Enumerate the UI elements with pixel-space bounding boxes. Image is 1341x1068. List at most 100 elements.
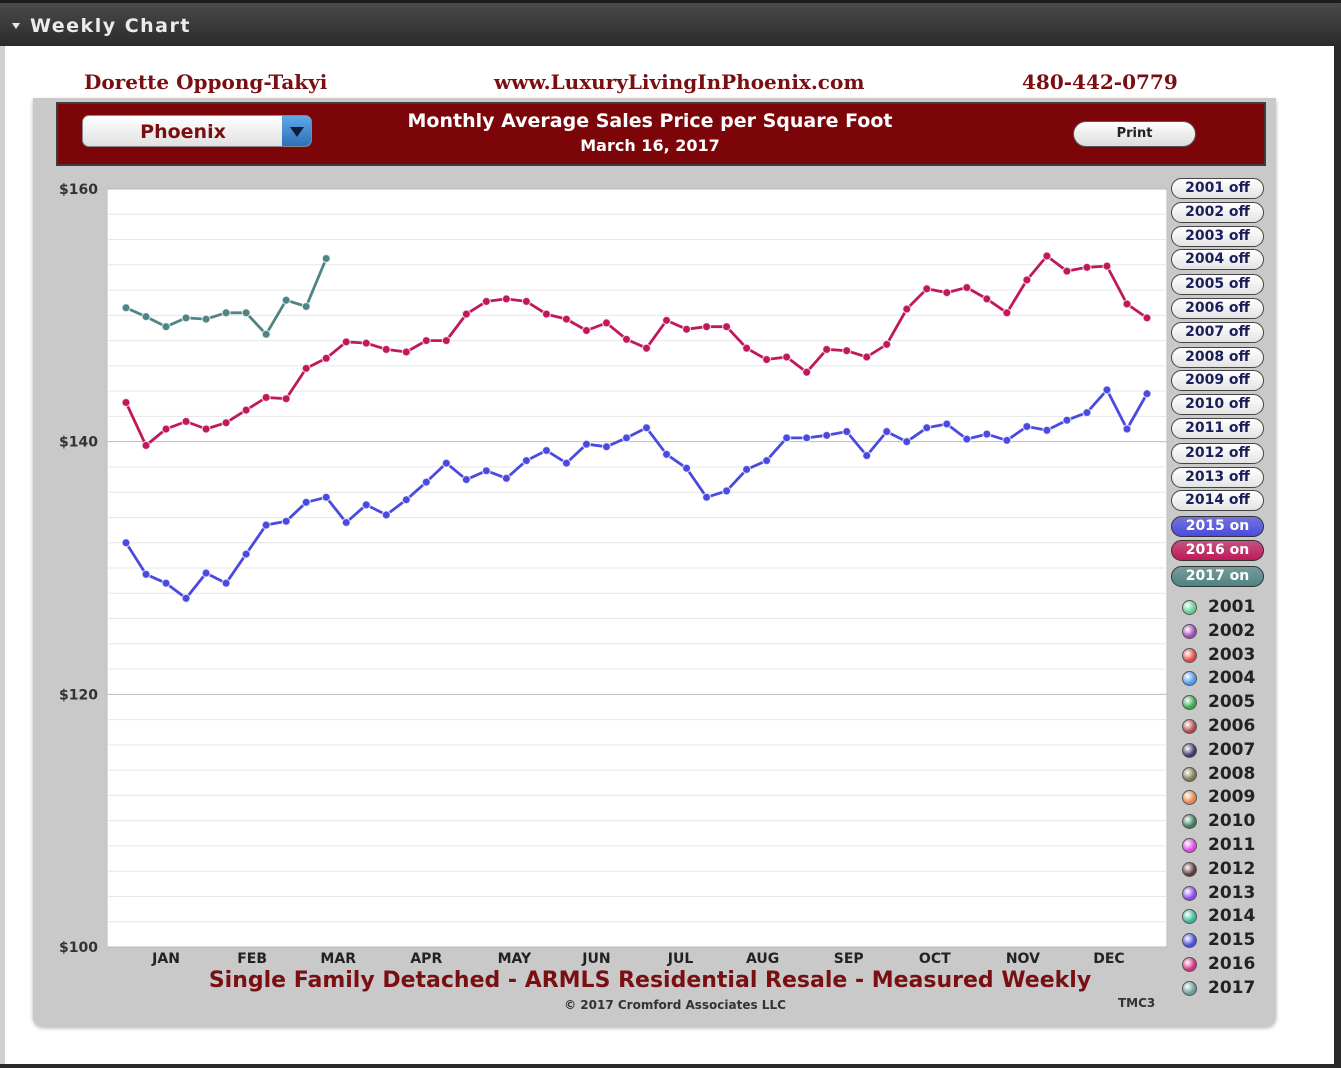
year-toggle-2016[interactable]: 2016 on bbox=[1171, 540, 1264, 561]
data-point[interactable] bbox=[601, 318, 612, 328]
data-point[interactable] bbox=[661, 449, 672, 459]
year-toggle-2006[interactable]: 2006 off bbox=[1171, 298, 1264, 319]
data-point[interactable] bbox=[1002, 308, 1012, 318]
collapse-triangle-icon[interactable] bbox=[12, 23, 20, 29]
data-point[interactable] bbox=[141, 311, 151, 322]
data-point[interactable] bbox=[181, 313, 191, 323]
data-point[interactable] bbox=[401, 347, 411, 357]
data-point[interactable] bbox=[842, 426, 852, 437]
data-point[interactable] bbox=[301, 363, 311, 373]
data-point[interactable] bbox=[862, 352, 872, 362]
data-point[interactable] bbox=[742, 343, 752, 353]
data-point[interactable] bbox=[701, 492, 712, 502]
data-point[interactable] bbox=[802, 367, 812, 377]
data-point[interactable] bbox=[762, 456, 772, 466]
year-toggle-2009[interactable]: 2009 off bbox=[1171, 370, 1264, 391]
data-point[interactable] bbox=[301, 301, 311, 312]
data-point[interactable] bbox=[381, 344, 391, 355]
data-point[interactable] bbox=[1062, 266, 1072, 276]
data-point[interactable] bbox=[341, 337, 351, 347]
data-point[interactable] bbox=[1022, 421, 1032, 432]
data-point[interactable] bbox=[441, 336, 451, 346]
data-point[interactable] bbox=[862, 450, 872, 461]
data-point[interactable] bbox=[401, 495, 411, 505]
data-point[interactable] bbox=[461, 309, 471, 319]
data-point[interactable] bbox=[1122, 299, 1132, 309]
data-point[interactable] bbox=[181, 416, 191, 427]
data-point[interactable] bbox=[962, 434, 972, 444]
data-point[interactable] bbox=[241, 549, 251, 559]
data-point[interactable] bbox=[922, 284, 932, 294]
data-point[interactable] bbox=[902, 304, 912, 314]
data-point[interactable] bbox=[261, 329, 271, 339]
data-point[interactable] bbox=[1062, 415, 1072, 425]
data-point[interactable] bbox=[681, 324, 692, 334]
data-point[interactable] bbox=[201, 424, 211, 434]
data-point[interactable] bbox=[261, 392, 271, 403]
data-point[interactable] bbox=[621, 334, 632, 344]
data-point[interactable] bbox=[581, 439, 592, 449]
data-point[interactable] bbox=[1142, 389, 1152, 399]
data-point[interactable] bbox=[681, 463, 692, 473]
agent-website[interactable]: www.LuxuryLivingInPhoenix.com bbox=[494, 70, 865, 94]
data-point[interactable] bbox=[241, 308, 251, 318]
data-point[interactable] bbox=[1102, 261, 1112, 271]
data-point[interactable] bbox=[802, 433, 812, 443]
data-point[interactable] bbox=[501, 473, 511, 483]
data-point[interactable] bbox=[141, 569, 151, 579]
data-point[interactable] bbox=[1042, 425, 1052, 435]
year-toggle-2012[interactable]: 2012 off bbox=[1171, 443, 1264, 464]
year-toggle-2010[interactable]: 2010 off bbox=[1171, 394, 1264, 415]
data-point[interactable] bbox=[561, 314, 572, 324]
data-point[interactable] bbox=[481, 296, 491, 307]
data-point[interactable] bbox=[641, 423, 652, 433]
data-point[interactable] bbox=[1082, 408, 1092, 418]
data-point[interactable] bbox=[962, 282, 972, 293]
data-point[interactable] bbox=[121, 303, 131, 313]
year-toggle-2008[interactable]: 2008 off bbox=[1171, 347, 1264, 368]
data-point[interactable] bbox=[121, 538, 131, 548]
data-point[interactable] bbox=[361, 338, 371, 348]
year-toggle-2015[interactable]: 2015 on bbox=[1171, 516, 1264, 537]
data-point[interactable] bbox=[902, 437, 912, 447]
data-point[interactable] bbox=[281, 394, 291, 404]
year-toggle-2001[interactable]: 2001 off bbox=[1171, 178, 1264, 199]
data-point[interactable] bbox=[541, 309, 552, 319]
data-point[interactable] bbox=[882, 426, 892, 437]
data-point[interactable] bbox=[521, 296, 531, 307]
data-point[interactable] bbox=[221, 418, 231, 428]
data-point[interactable] bbox=[1042, 251, 1052, 261]
data-point[interactable] bbox=[361, 500, 371, 510]
data-point[interactable] bbox=[281, 295, 291, 305]
data-point[interactable] bbox=[161, 424, 171, 434]
data-point[interactable] bbox=[341, 517, 351, 528]
data-point[interactable] bbox=[421, 336, 431, 346]
data-point[interactable] bbox=[721, 322, 732, 332]
data-point[interactable] bbox=[441, 458, 451, 468]
data-point[interactable] bbox=[1002, 435, 1012, 446]
data-point[interactable] bbox=[221, 308, 231, 318]
data-point[interactable] bbox=[842, 346, 852, 356]
data-point[interactable] bbox=[381, 510, 391, 520]
data-point[interactable] bbox=[281, 516, 291, 526]
data-point[interactable] bbox=[181, 593, 191, 603]
data-point[interactable] bbox=[1142, 313, 1152, 323]
data-point[interactable] bbox=[121, 397, 131, 408]
data-point[interactable] bbox=[1102, 385, 1112, 395]
location-select[interactable]: Phoenix bbox=[82, 115, 312, 147]
year-toggle-2002[interactable]: 2002 off bbox=[1171, 202, 1264, 223]
data-point[interactable] bbox=[241, 405, 251, 415]
data-point[interactable] bbox=[501, 294, 511, 304]
data-point[interactable] bbox=[561, 458, 572, 468]
data-point[interactable] bbox=[782, 433, 792, 443]
data-point[interactable] bbox=[621, 433, 632, 443]
data-point[interactable] bbox=[782, 352, 792, 362]
year-toggle-2003[interactable]: 2003 off bbox=[1171, 226, 1264, 247]
data-point[interactable] bbox=[321, 253, 331, 264]
data-point[interactable] bbox=[982, 294, 992, 304]
data-point[interactable] bbox=[822, 344, 832, 355]
data-point[interactable] bbox=[221, 578, 231, 588]
data-point[interactable] bbox=[161, 578, 171, 588]
data-point[interactable] bbox=[822, 430, 832, 440]
data-point[interactable] bbox=[541, 445, 552, 456]
